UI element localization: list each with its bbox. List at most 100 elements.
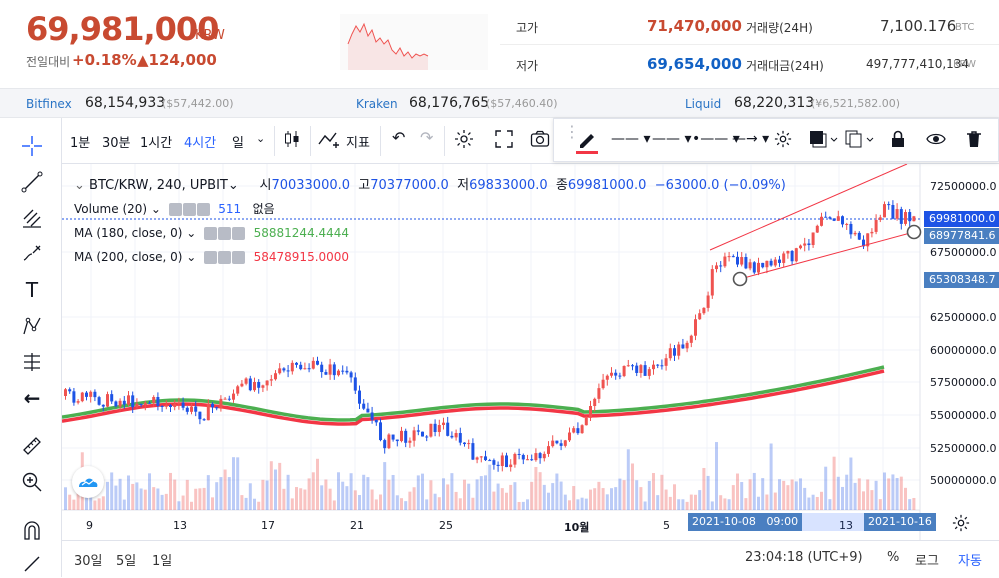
collapse-chevron-icon[interactable]: ⌄ bbox=[74, 178, 85, 193]
auto-scale-toggle[interactable]: 자동 bbox=[958, 554, 982, 569]
candle-body bbox=[685, 342, 689, 349]
axis-settings-gear-icon[interactable] bbox=[952, 514, 970, 536]
zoom-in-icon[interactable] bbox=[18, 468, 46, 496]
drawing-settings-gear-icon[interactable] bbox=[774, 130, 792, 152]
chevron-down-icon[interactable]: ⌄ bbox=[186, 250, 197, 264]
settings-small-icon[interactable] bbox=[217, 227, 231, 240]
visual-order-icon[interactable] bbox=[808, 129, 838, 153]
visibility-eye-icon[interactable] bbox=[926, 131, 946, 151]
trash-icon[interactable] bbox=[966, 130, 982, 152]
price-axis-label: 50000000.0 bbox=[930, 474, 997, 487]
back-arrow-icon[interactable]: ← bbox=[23, 386, 41, 410]
price-axis-label: 72500000.0 bbox=[930, 180, 997, 193]
volume-bar bbox=[757, 496, 760, 510]
timezone-clock[interactable]: 23:04:18 (UTC+9) bbox=[745, 550, 863, 565]
candle-body bbox=[471, 443, 475, 460]
exchange-name-kraken[interactable]: Kraken bbox=[356, 97, 398, 111]
interval-1h[interactable]: 1시간 bbox=[140, 136, 173, 151]
candle-body bbox=[610, 372, 613, 376]
line-style-option[interactable]: •—— ▾ bbox=[692, 131, 740, 147]
volume-bar bbox=[794, 481, 798, 510]
chevron-down-icon[interactable]: ⌄ bbox=[256, 132, 266, 145]
text-tool-icon[interactable]: T bbox=[25, 278, 39, 302]
volume-bar bbox=[878, 499, 882, 510]
ruler-icon[interactable] bbox=[18, 432, 46, 460]
eye-toggle-icon[interactable] bbox=[168, 203, 182, 216]
candle-body bbox=[828, 217, 832, 219]
symbol-title[interactable]: BTC/KRW, 240, UPBIT bbox=[89, 178, 228, 193]
range-1d[interactable]: 1일 bbox=[152, 554, 173, 569]
volume-bar bbox=[660, 474, 664, 510]
close-small-icon[interactable] bbox=[231, 251, 245, 264]
tradingview-logo-icon[interactable] bbox=[72, 466, 104, 498]
candlestick-chart-canvas[interactable] bbox=[62, 164, 999, 540]
lock-icon[interactable] bbox=[890, 130, 906, 152]
exchange-name-liquid[interactable]: Liquid bbox=[685, 97, 722, 111]
price-chart-area[interactable]: ⌄ BTC/KRW, 240, UPBIT⌄ 시70033000.0 고7037… bbox=[62, 164, 999, 577]
interval-1d[interactable]: 일 bbox=[232, 136, 244, 151]
open-value: 70033000.0 bbox=[271, 178, 351, 193]
close-small-icon[interactable] bbox=[231, 227, 245, 240]
candle-body bbox=[589, 406, 592, 418]
volume-legend[interactable]: Volume (20) ⌄ 511 없음 bbox=[74, 200, 275, 217]
exchange-name-bitfinex[interactable]: Bitfinex bbox=[26, 97, 72, 111]
volume-bar bbox=[311, 472, 315, 510]
trend-line-icon[interactable] bbox=[18, 168, 46, 196]
brush-icon[interactable] bbox=[18, 240, 46, 268]
log-scale-toggle[interactable]: 로그 bbox=[915, 554, 939, 569]
percent-scale-toggle[interactable]: % bbox=[887, 550, 900, 565]
candle-body bbox=[698, 313, 702, 320]
close-small-icon[interactable] bbox=[196, 203, 210, 216]
magnet-icon[interactable] bbox=[18, 516, 46, 544]
candlestick-type-icon[interactable] bbox=[284, 130, 300, 152]
range-30d[interactable]: 30일 bbox=[74, 554, 103, 569]
interval-1m[interactable]: 1분 bbox=[70, 136, 91, 151]
crosshair-icon[interactable] bbox=[18, 132, 46, 160]
candle-body bbox=[639, 365, 643, 373]
symbol-chevron-icon[interactable]: ⌄ bbox=[227, 178, 239, 193]
eye-toggle-icon[interactable] bbox=[203, 251, 217, 264]
interval-4h[interactable]: 4시간 bbox=[184, 136, 217, 151]
volume-bar bbox=[719, 495, 723, 510]
range-5d[interactable]: 5일 bbox=[116, 554, 137, 569]
candle-body bbox=[891, 205, 895, 219]
candle-body bbox=[236, 386, 240, 394]
volume-bar bbox=[164, 493, 168, 510]
candle-body bbox=[80, 392, 84, 402]
settings-small-icon[interactable] bbox=[217, 251, 231, 264]
redo-icon[interactable]: ↷ bbox=[420, 128, 434, 147]
interval-30m[interactable]: 30분 bbox=[102, 136, 131, 151]
volume-bar bbox=[143, 489, 147, 510]
indicators-icon[interactable] bbox=[318, 130, 342, 152]
volume-bar bbox=[374, 499, 378, 510]
line-width-option[interactable]: —— ▾ bbox=[652, 131, 692, 147]
undo-icon[interactable]: ↶ bbox=[392, 128, 406, 147]
candle-body bbox=[715, 265, 718, 270]
chevron-down-icon[interactable]: ⌄ bbox=[186, 226, 197, 240]
fullscreen-icon[interactable] bbox=[494, 129, 514, 153]
ma200-legend[interactable]: MA (200, close, 0) ⌄ 58478915.0000 bbox=[74, 250, 349, 264]
line-color-option[interactable]: —— ▾ bbox=[611, 131, 651, 147]
pencil-color-icon[interactable] bbox=[576, 129, 598, 159]
eye-toggle-icon[interactable] bbox=[203, 227, 217, 240]
chart-bottom-bar: 30일 5일 1일 23:04:18 (UTC+9) % 로그 자동 bbox=[62, 540, 999, 577]
lock-drawing-icon[interactable] bbox=[18, 550, 46, 578]
candle-body bbox=[278, 368, 282, 374]
fib-tool-icon[interactable] bbox=[18, 204, 46, 232]
pattern-icon[interactable] bbox=[18, 312, 46, 340]
line-ending-option[interactable]: —→ ▾ bbox=[732, 131, 770, 147]
open-label: 시 bbox=[259, 178, 272, 193]
candle-body bbox=[118, 400, 122, 407]
settings-small-icon[interactable] bbox=[182, 203, 196, 216]
indicators-button[interactable]: 지표 bbox=[346, 136, 370, 151]
settings-gear-icon[interactable] bbox=[454, 129, 474, 153]
prediction-icon[interactable] bbox=[18, 348, 46, 376]
clone-icon[interactable] bbox=[844, 129, 874, 153]
candle-body bbox=[324, 372, 328, 375]
chevron-down-icon[interactable]: ⌄ bbox=[150, 202, 161, 216]
camera-icon[interactable] bbox=[530, 129, 550, 153]
toolbar-divider bbox=[380, 126, 381, 156]
drag-handle-icon[interactable]: ⋮ bbox=[564, 122, 580, 141]
ma180-legend[interactable]: MA (180, close, 0) ⌄ 58881244.4444 bbox=[74, 226, 349, 240]
time-tag-start: 2021-10-08 09:00 bbox=[688, 513, 803, 531]
